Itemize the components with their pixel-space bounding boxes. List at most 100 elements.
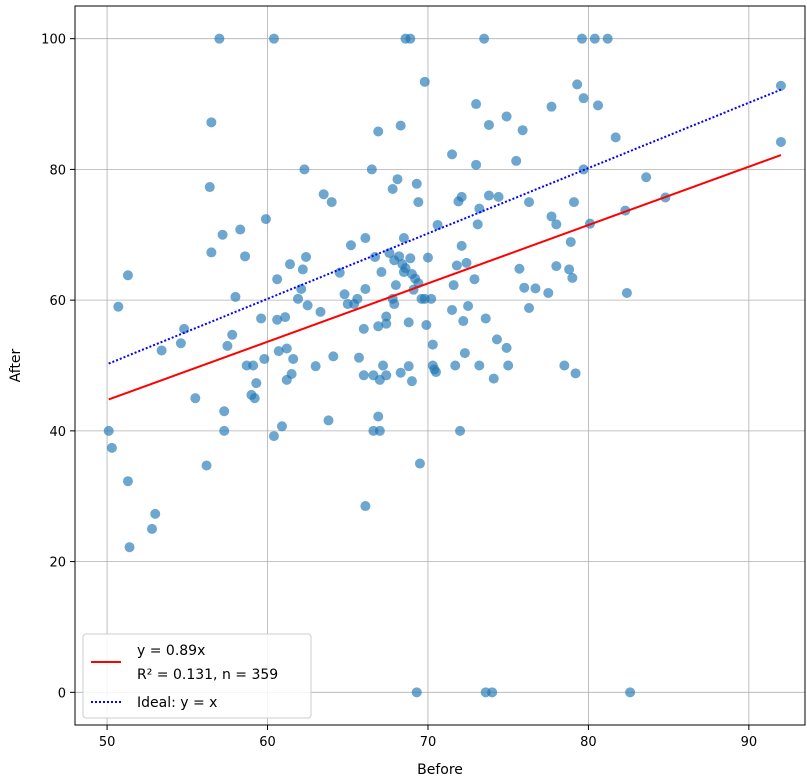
data-point xyxy=(458,316,469,327)
data-point xyxy=(378,360,389,371)
data-point xyxy=(299,164,310,175)
data-point xyxy=(248,360,259,371)
fit-line xyxy=(108,154,782,401)
data-point xyxy=(204,182,215,193)
data-point xyxy=(565,236,576,247)
data-point xyxy=(392,174,403,185)
data-point xyxy=(474,203,485,214)
data-point xyxy=(318,189,329,200)
y-tick-label: 100 xyxy=(41,33,66,48)
data-point xyxy=(427,339,438,350)
data-point xyxy=(559,360,570,371)
data-point xyxy=(366,164,377,175)
x-axis-label: Before xyxy=(417,762,463,778)
data-point xyxy=(448,280,459,291)
data-point xyxy=(493,191,504,202)
legend-box xyxy=(82,633,312,719)
data-point xyxy=(447,149,458,160)
data-point xyxy=(400,263,411,274)
data-point xyxy=(426,293,437,304)
data-point xyxy=(455,425,466,436)
data-point xyxy=(280,312,291,323)
y-tick-label: 80 xyxy=(49,163,66,178)
data-point xyxy=(268,33,279,44)
data-point xyxy=(572,79,583,90)
data-point xyxy=(405,253,416,264)
data-point xyxy=(395,367,406,378)
legend-label-fit-equation: y = 0.89x xyxy=(137,643,205,659)
y-tick-label: 0 xyxy=(58,686,66,701)
data-point xyxy=(122,270,133,281)
data-point xyxy=(390,280,401,291)
data-point xyxy=(546,101,557,112)
data-point xyxy=(472,219,483,230)
data-point xyxy=(272,314,283,325)
x-tick-label: 50 xyxy=(99,735,116,750)
data-point xyxy=(345,240,356,251)
data-point xyxy=(491,334,502,345)
data-point xyxy=(219,406,230,417)
data-point xyxy=(394,251,405,262)
data-point xyxy=(373,411,384,422)
data-point xyxy=(432,219,443,230)
data-point xyxy=(190,393,201,404)
data-point xyxy=(156,345,167,356)
data-point xyxy=(302,300,313,311)
data-point xyxy=(398,233,409,244)
data-point xyxy=(576,33,587,44)
data-point xyxy=(403,317,414,328)
data-point xyxy=(593,100,604,111)
data-point xyxy=(602,33,613,44)
data-point xyxy=(276,421,287,432)
data-point xyxy=(389,299,400,310)
data-point xyxy=(524,302,535,313)
y-axis-label: After xyxy=(8,348,24,382)
data-point xyxy=(339,289,350,300)
data-point xyxy=(568,197,579,208)
data-point xyxy=(524,197,535,208)
data-point xyxy=(273,346,284,357)
data-point xyxy=(222,340,233,351)
data-point xyxy=(381,311,392,322)
data-point xyxy=(374,425,385,436)
data-point xyxy=(219,425,230,436)
data-point xyxy=(469,274,480,285)
data-point xyxy=(471,99,482,110)
data-point xyxy=(334,267,345,278)
data-point xyxy=(471,159,482,170)
data-point xyxy=(113,301,124,312)
data-point xyxy=(589,33,600,44)
data-point xyxy=(281,343,292,354)
data-point xyxy=(461,257,472,268)
data-point xyxy=(519,282,530,293)
data-point xyxy=(403,361,414,372)
plot-frame xyxy=(74,5,806,726)
data-point xyxy=(376,267,387,278)
data-point xyxy=(260,214,271,225)
data-point xyxy=(430,367,441,378)
y-tick-label: 40 xyxy=(49,425,66,440)
data-point xyxy=(501,111,512,122)
data-point xyxy=(122,476,133,487)
data-point xyxy=(373,126,384,137)
data-point xyxy=(501,342,512,353)
x-tick-label: 80 xyxy=(580,735,597,750)
data-point xyxy=(235,224,246,235)
data-point xyxy=(297,264,308,275)
data-point xyxy=(103,425,114,436)
data-point xyxy=(323,415,334,426)
data-point xyxy=(358,323,369,334)
data-point xyxy=(381,370,392,381)
data-point xyxy=(463,301,474,312)
data-point xyxy=(483,119,494,130)
data-point xyxy=(570,368,581,379)
data-point xyxy=(406,376,417,387)
data-point xyxy=(413,197,424,208)
x-axis-ticks: 50 60 70 80 90 xyxy=(99,725,757,750)
data-point xyxy=(514,263,525,274)
data-point xyxy=(217,229,228,240)
y-tick-label: 20 xyxy=(49,556,66,571)
data-point xyxy=(421,319,432,330)
data-point xyxy=(451,260,462,271)
